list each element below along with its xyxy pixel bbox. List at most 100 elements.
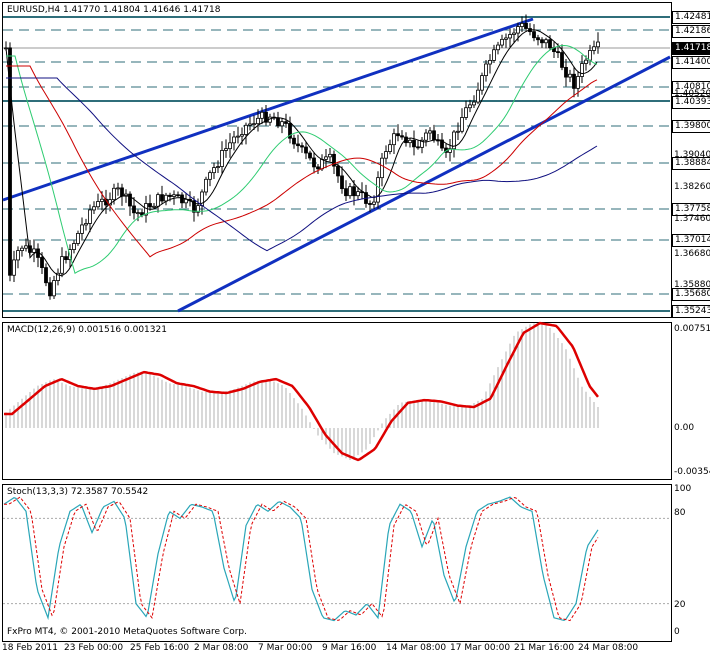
candle-body bbox=[324, 156, 328, 160]
candle-body bbox=[224, 148, 228, 151]
candle-body bbox=[316, 166, 320, 170]
candle-body bbox=[48, 282, 52, 297]
candle-body bbox=[312, 157, 316, 168]
candle-body bbox=[376, 177, 380, 203]
candle-body bbox=[60, 256, 64, 274]
stochastic-level-label: 100 bbox=[674, 484, 692, 494]
candle-body bbox=[196, 205, 200, 213]
candle-body bbox=[216, 166, 220, 169]
candle-body bbox=[204, 178, 208, 193]
candle-body bbox=[220, 150, 224, 167]
candle-body bbox=[576, 76, 580, 89]
candle-body bbox=[132, 205, 136, 214]
stochastic-panel[interactable]: Stoch(13,3,3) 72.3587 70.5542 FxPro MT4,… bbox=[2, 484, 672, 642]
time-label: 23 Feb 00:00 bbox=[64, 643, 124, 653]
candle-body bbox=[88, 209, 92, 224]
candle-body bbox=[532, 31, 536, 39]
lower-trendline bbox=[177, 55, 671, 313]
candle-body bbox=[72, 243, 76, 250]
candle-body bbox=[580, 63, 584, 77]
candle-body bbox=[248, 123, 252, 126]
candle-body bbox=[12, 259, 16, 276]
candle-body bbox=[300, 145, 304, 148]
footer-copyright: FxPro MT4, © 2001-2010 MetaQuotes Softwa… bbox=[7, 627, 247, 637]
candle-body bbox=[240, 134, 244, 137]
candle-body bbox=[524, 22, 528, 29]
candle-body bbox=[44, 267, 48, 284]
candle-body bbox=[540, 39, 544, 44]
candle-body bbox=[148, 203, 152, 208]
macd-level-label: 0.00 bbox=[674, 423, 695, 433]
price-level-label: 1.37014 bbox=[672, 234, 710, 247]
candle-body bbox=[40, 257, 44, 269]
candle-body bbox=[508, 34, 512, 39]
candle-body bbox=[356, 191, 360, 197]
stochastic-header: Stoch(13,3,3) 72.3587 70.5542 bbox=[7, 487, 149, 497]
candle-body bbox=[16, 250, 20, 261]
candle-body bbox=[476, 89, 480, 103]
candle-body bbox=[568, 73, 572, 78]
candle-body bbox=[212, 167, 216, 174]
candle-body bbox=[396, 133, 400, 137]
candle-body bbox=[112, 187, 116, 201]
candle-body bbox=[536, 37, 540, 41]
time-label: 7 Mar 00:00 bbox=[258, 643, 313, 653]
candle-body bbox=[588, 50, 592, 61]
candle-body bbox=[8, 47, 12, 276]
price-level-label: 1.35243 bbox=[672, 305, 710, 318]
candle-body bbox=[32, 248, 36, 253]
candle-body bbox=[276, 117, 280, 127]
price-level-label: 1.36680 bbox=[674, 249, 710, 259]
macd-level-label: 0.00751 bbox=[674, 324, 710, 334]
macd-signal-line bbox=[4, 321, 599, 462]
candle-body bbox=[76, 233, 80, 244]
candle-body bbox=[92, 206, 96, 211]
candle-body bbox=[432, 130, 436, 141]
candle-body bbox=[56, 272, 60, 281]
price-level-label: 1.42481 bbox=[672, 11, 710, 24]
time-label: 24 Mar 08:00 bbox=[578, 643, 639, 653]
macd-level-label: -0.00354 bbox=[674, 467, 710, 477]
candle-body bbox=[256, 117, 260, 125]
time-label: 25 Feb 16:00 bbox=[130, 643, 190, 653]
current-price-tag: 1.41718 bbox=[672, 42, 710, 55]
price-level-label: 1.39040 bbox=[674, 150, 710, 160]
candle-body bbox=[160, 194, 164, 202]
price-level-label: 1.35880 bbox=[674, 280, 710, 290]
candle-body bbox=[512, 32, 516, 35]
price-level-label: 1.37460 bbox=[674, 214, 710, 224]
candle-body bbox=[20, 247, 24, 251]
candle-body bbox=[440, 139, 444, 149]
candle-body bbox=[336, 165, 340, 177]
candle-body bbox=[288, 123, 292, 139]
candle-body bbox=[408, 139, 412, 144]
price-level-label: 1.38260 bbox=[674, 182, 710, 192]
candle-body bbox=[464, 107, 468, 118]
candle-body bbox=[168, 194, 172, 197]
candle-body bbox=[208, 172, 212, 180]
candle-body bbox=[192, 200, 196, 213]
candle-body bbox=[372, 201, 376, 205]
stochastic-level-label: 80 bbox=[674, 508, 686, 518]
stochastic-signal-line bbox=[4, 496, 599, 622]
moving-average-black bbox=[5, 29, 598, 277]
price-chart-header: EURUSD,H4 1.41770 1.41804 1.41646 1.4171… bbox=[7, 5, 221, 15]
candle-body bbox=[548, 39, 552, 49]
candle-body bbox=[504, 37, 508, 40]
candle-body bbox=[424, 132, 428, 141]
candle-body bbox=[228, 142, 232, 150]
upper-trendline bbox=[2, 17, 534, 202]
candle-body bbox=[392, 133, 396, 146]
candle-body bbox=[320, 158, 324, 170]
candle-body bbox=[308, 152, 312, 159]
candle-body bbox=[416, 146, 420, 149]
stochastic-level-label: 20 bbox=[674, 600, 686, 610]
price-level-label: 1.40810 bbox=[672, 81, 710, 94]
stochastic-level-label: 0 bbox=[674, 627, 680, 637]
candle-body bbox=[116, 187, 120, 190]
candle-body bbox=[52, 280, 56, 297]
candle-body bbox=[236, 135, 240, 138]
time-label: 18 Feb 2011 bbox=[2, 643, 59, 653]
candle-body bbox=[244, 124, 248, 135]
